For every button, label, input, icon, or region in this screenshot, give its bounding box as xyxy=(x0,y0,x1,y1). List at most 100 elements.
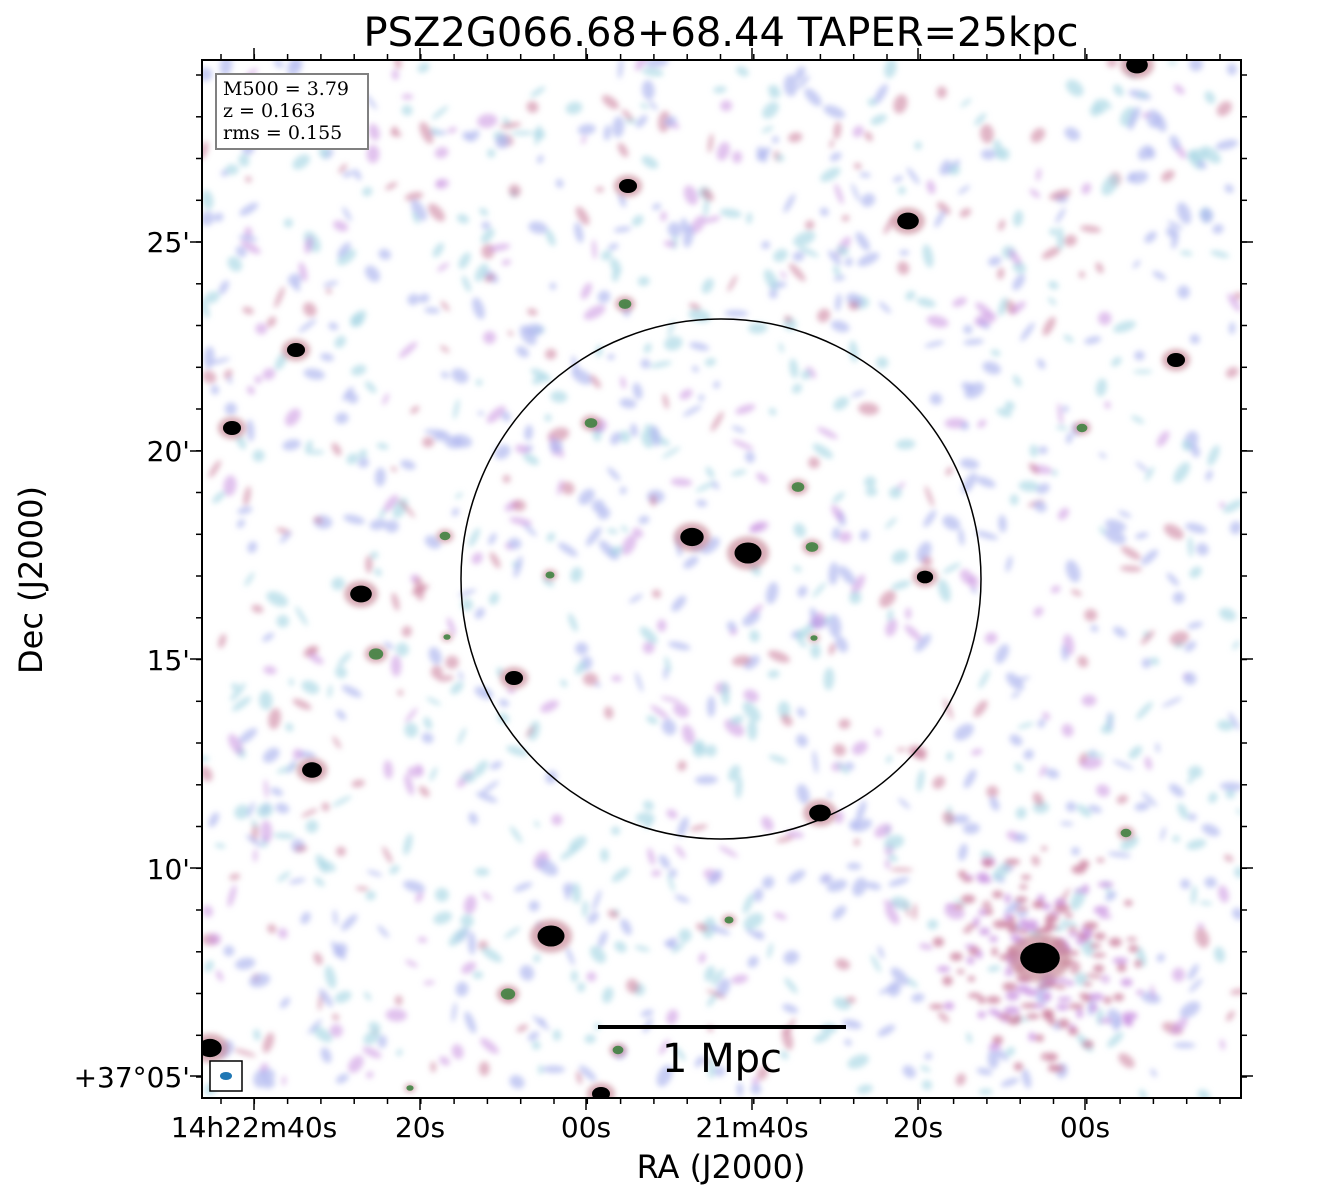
noise-blob xyxy=(828,642,836,656)
x-tick-label: 00s xyxy=(561,1111,611,1144)
noise-blob xyxy=(750,1083,762,1095)
noise-blob xyxy=(1140,630,1155,645)
sidelobe-blob xyxy=(1071,864,1087,874)
noise-blob xyxy=(666,809,678,819)
noise-blob xyxy=(955,1073,966,1086)
noise-blob xyxy=(736,66,749,77)
noise-blob xyxy=(274,352,288,371)
noise-blob xyxy=(204,291,220,304)
noise-blob xyxy=(1137,92,1148,98)
noise-blob xyxy=(495,135,510,149)
noise-blob xyxy=(382,393,390,406)
noise-blob xyxy=(451,1044,464,1060)
noise-blob xyxy=(253,1069,268,1088)
noise-blob xyxy=(848,300,860,311)
noise-blob xyxy=(530,86,546,98)
noise-blob xyxy=(220,169,229,177)
noise-blob xyxy=(646,715,659,725)
noise-blob xyxy=(488,243,511,252)
sidelobe-blob xyxy=(1004,893,1011,904)
noise-blob xyxy=(503,926,521,939)
y-axis-label: Dec (J2000) xyxy=(12,486,50,674)
noise-blob xyxy=(227,376,233,385)
noise-blob xyxy=(1173,462,1190,483)
noise-blob xyxy=(570,567,583,583)
noise-blob xyxy=(919,943,933,950)
noise-blob xyxy=(877,1024,896,1037)
noise-blob xyxy=(244,572,255,587)
noise-blob xyxy=(1152,270,1166,281)
noise-blob xyxy=(434,146,449,159)
noise-blob xyxy=(458,670,464,681)
sidelobe-blob xyxy=(992,1035,1004,1045)
noise-blob xyxy=(1228,712,1240,731)
sidelobe-blob xyxy=(961,894,976,904)
sidelobe-blob xyxy=(1056,1003,1069,1011)
noise-blob xyxy=(570,970,578,983)
noise-blob xyxy=(239,202,259,216)
noise-blob xyxy=(352,168,362,181)
noise-blob xyxy=(230,682,246,702)
source-ring xyxy=(406,1085,414,1091)
noise-blob xyxy=(705,744,717,757)
noise-blob xyxy=(1060,919,1078,928)
noise-blob xyxy=(321,802,330,812)
noise-blob xyxy=(640,358,651,369)
noise-blob xyxy=(1229,521,1241,535)
noise-blob xyxy=(308,653,324,665)
source-core xyxy=(537,925,565,947)
noise-blob xyxy=(236,519,245,529)
noise-blob xyxy=(1012,273,1026,291)
noise-blob xyxy=(1078,271,1086,279)
noise-blob xyxy=(1009,734,1023,746)
noise-blob xyxy=(468,812,478,825)
noise-blob xyxy=(1144,756,1153,771)
noise-blob xyxy=(1104,401,1111,409)
sidelobe-blob xyxy=(1003,1006,1020,1015)
noise-blob xyxy=(990,349,1001,357)
noise-blob xyxy=(202,67,213,82)
noise-blob xyxy=(858,402,880,416)
noise-blob xyxy=(1020,322,1035,342)
noise-blob xyxy=(1160,826,1166,841)
noise-blob xyxy=(1099,525,1105,535)
noise-blob xyxy=(383,494,399,512)
noise-blob xyxy=(514,882,533,892)
noise-blob xyxy=(1188,148,1208,162)
noise-blob xyxy=(842,1019,862,1030)
sidelobe-blob xyxy=(1058,1018,1070,1029)
noise-blob xyxy=(707,1056,715,1080)
noise-blob xyxy=(998,297,1008,317)
noise-blob xyxy=(335,412,349,424)
noise-blob xyxy=(229,873,241,881)
noise-blob xyxy=(1171,1017,1188,1035)
noise-blob xyxy=(708,925,731,935)
noise-blob xyxy=(400,459,416,470)
noise-blob xyxy=(780,271,787,279)
noise-blob xyxy=(208,357,231,365)
noise-blob xyxy=(1219,1038,1226,1051)
noise-blob xyxy=(212,491,226,504)
source-core xyxy=(734,542,762,564)
noise-blob xyxy=(528,221,548,234)
noise-blob xyxy=(932,776,946,789)
noise-blob xyxy=(501,259,512,266)
noise-blob xyxy=(1106,60,1118,68)
noise-blob xyxy=(641,80,655,101)
noise-blob xyxy=(509,517,533,526)
noise-blob xyxy=(489,761,503,770)
noise-blob xyxy=(716,141,730,161)
noise-blob xyxy=(1219,782,1241,791)
noise-blob xyxy=(277,871,291,882)
noise-blob xyxy=(423,716,433,730)
noise-blob xyxy=(673,1046,686,1061)
noise-blob xyxy=(826,879,848,892)
noise-blob xyxy=(1187,621,1203,629)
noise-blob xyxy=(374,467,386,487)
noise-blob xyxy=(724,309,749,317)
noise-blob xyxy=(878,301,891,314)
noise-blob xyxy=(484,273,495,283)
noise-blob xyxy=(488,532,497,545)
noise-blob xyxy=(385,1008,407,1022)
noise-blob xyxy=(238,235,258,242)
